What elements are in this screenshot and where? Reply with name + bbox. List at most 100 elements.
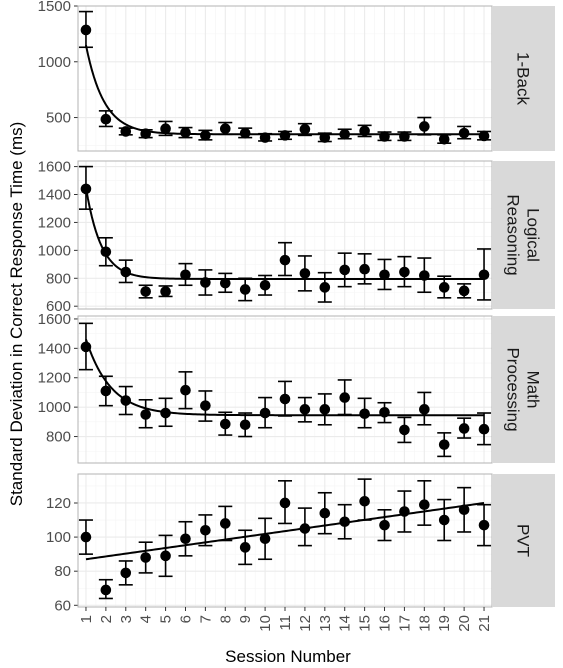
data-point — [299, 523, 311, 534]
data-point — [219, 418, 231, 430]
y-tick-label: 1200 — [38, 214, 71, 231]
data-point — [140, 552, 151, 563]
data-point — [359, 125, 370, 137]
x-tick-label: 5 — [158, 615, 175, 623]
panel-logical-reasoning: 600 800 1000 1200 1400 1600 LogicalReasoning — [38, 159, 555, 315]
strip-background — [492, 316, 555, 463]
y-tick-label: 800 — [46, 270, 71, 287]
x-tick-label: 21 — [476, 615, 493, 632]
data-point — [120, 266, 132, 278]
x-axis-title: Session Number — [225, 647, 351, 666]
data-point — [160, 407, 171, 419]
data-point — [379, 269, 390, 281]
y-tick-label: 80 — [54, 563, 71, 580]
data-point — [359, 408, 370, 420]
y-tick-label: 120 — [46, 495, 71, 512]
data-point — [80, 531, 92, 543]
strip-label: LogicalReasoning — [504, 194, 543, 275]
data-point — [200, 130, 211, 141]
x-tick-label: 18 — [416, 615, 433, 632]
strip-label: 1-Back — [514, 52, 533, 105]
facet-strip: LogicalReasoning — [492, 161, 555, 309]
x-tick-label: 9 — [237, 615, 254, 623]
data-point — [239, 419, 251, 431]
data-point — [438, 514, 450, 526]
fit-line — [85, 501, 485, 561]
data-point — [339, 392, 351, 403]
x-tick-label: 20 — [456, 615, 473, 632]
data-point — [80, 183, 92, 195]
y-axis-title: Standard Deviation in Correct Response T… — [7, 122, 26, 507]
x-tick-label: 10 — [257, 615, 274, 632]
data-point — [239, 284, 251, 295]
data-point — [379, 519, 390, 531]
data-point — [399, 131, 410, 142]
data-point — [438, 439, 450, 450]
x-tick-label: 3 — [118, 615, 135, 623]
data-point — [219, 123, 231, 134]
y-tick-label: 1000 — [38, 242, 71, 259]
data-point — [299, 123, 311, 135]
data-point — [339, 128, 351, 140]
x-axis: 1 2 3 4 5 6 7 8 9 10 11 12 13 14 15 16 17 18 19 20 21 — [78, 607, 493, 632]
data-point — [100, 246, 112, 258]
x-tick-label: 17 — [396, 615, 413, 632]
data-point — [458, 504, 470, 516]
data-point — [458, 127, 470, 139]
fit-line — [84, 187, 485, 280]
strip-label: MathProcessing — [504, 347, 543, 431]
data-point — [299, 404, 311, 415]
data-point — [160, 286, 171, 297]
strip-label: PVT — [514, 524, 533, 557]
panels: 500 1000 1500 1-Back 600 800 1000 1200 1400 1600 L… — [38, 0, 555, 614]
facet-strip: 1-Back — [492, 6, 555, 151]
data-point — [200, 524, 211, 536]
data-point — [180, 384, 191, 396]
data-point — [219, 518, 231, 529]
strip-background — [492, 474, 555, 607]
y-tick-label: 1400 — [38, 340, 71, 357]
data-point — [319, 507, 331, 519]
data-point — [279, 130, 291, 141]
facet-strip: PVT — [492, 474, 555, 607]
data-point — [458, 285, 470, 297]
data-point — [120, 126, 132, 137]
x-tick-label: 19 — [436, 615, 453, 632]
x-tick-label: 13 — [317, 615, 334, 632]
x-tick-label: 7 — [197, 615, 214, 623]
data-point — [279, 497, 291, 509]
data-point — [339, 516, 351, 528]
x-tick-label: 15 — [357, 615, 374, 632]
x-tick-label: 4 — [138, 615, 155, 623]
data-point — [279, 393, 291, 405]
data-point — [200, 400, 211, 411]
data-point — [259, 279, 271, 291]
x-tick-label: 6 — [177, 615, 194, 623]
y-tick-label: 1000 — [38, 399, 71, 416]
data-point — [160, 550, 171, 562]
data-point — [100, 113, 112, 125]
panel-pvt: 60 80 100 120 PVT — [46, 473, 555, 614]
data-point — [419, 499, 430, 510]
panel-math-processing: 800 1000 1200 1400 1600 MathProcessing — [38, 311, 555, 464]
y-tick-label: 100 — [46, 529, 71, 546]
data-point — [140, 409, 151, 420]
x-tick-label: 1 — [78, 615, 95, 623]
data-point — [299, 268, 311, 279]
data-point — [180, 127, 191, 138]
data-point — [359, 495, 370, 507]
data-point — [419, 270, 430, 281]
x-tick-label: 8 — [217, 615, 234, 623]
data-point — [478, 269, 490, 281]
data-point — [279, 254, 291, 266]
data-point — [438, 133, 450, 145]
data-point — [120, 567, 132, 579]
data-point — [259, 132, 271, 143]
strip-background — [492, 6, 555, 151]
data-point — [319, 132, 331, 143]
data-point — [160, 123, 171, 134]
data-point — [478, 519, 490, 531]
x-tick-label: 11 — [277, 615, 294, 631]
data-point — [478, 423, 490, 435]
facet-strip: MathProcessing — [492, 316, 555, 463]
